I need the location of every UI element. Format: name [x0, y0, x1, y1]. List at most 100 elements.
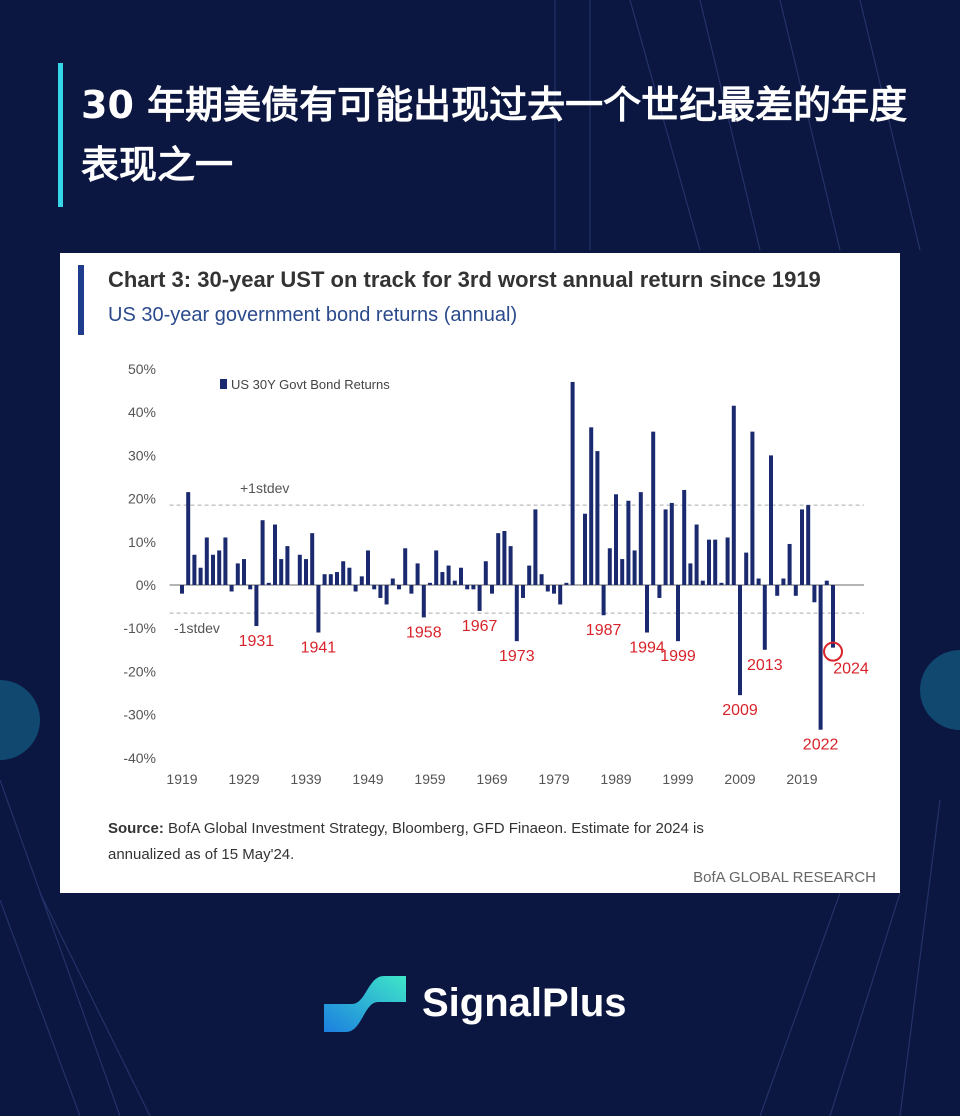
bar: [533, 509, 538, 585]
bar: [558, 585, 563, 605]
title-accent: [78, 265, 84, 335]
bar: [762, 585, 767, 650]
bar: [459, 567, 463, 585]
x-tick-label: 1949: [352, 771, 383, 787]
bar: [428, 582, 432, 585]
bar: [465, 585, 470, 590]
bar: [440, 572, 445, 585]
y-tick-label: -10%: [123, 620, 156, 636]
bar: [397, 585, 401, 590]
highlight-label: 1931: [239, 633, 275, 650]
bar: [769, 455, 773, 585]
bar: [793, 585, 798, 596]
bar: [601, 585, 606, 616]
bar: [818, 585, 823, 730]
bar: [589, 427, 594, 585]
bar: [607, 548, 612, 585]
highlight-label: 2013: [747, 657, 783, 674]
y-tick-label: 30%: [128, 447, 156, 463]
x-tick-label: 1939: [290, 771, 321, 787]
bar: [663, 509, 668, 585]
bar: [812, 585, 817, 603]
bar: [824, 580, 829, 585]
bar: [725, 537, 730, 585]
bar: [229, 585, 234, 592]
y-tick-label: -30%: [123, 707, 156, 723]
bar: [446, 565, 451, 585]
bar: [434, 550, 439, 585]
chart-subtitle: US 30-year government bond returns (annu…: [108, 304, 517, 326]
source-text: BofA Global Investment Strategy, Bloombe…: [168, 820, 704, 837]
bar: [211, 554, 215, 585]
bar: [564, 582, 569, 585]
y-tick-label: 50%: [128, 361, 156, 377]
bar: [415, 563, 420, 585]
x-tick-label: 2009: [724, 771, 755, 787]
x-tick-label: 1959: [414, 771, 445, 787]
bar: [304, 559, 308, 585]
bar: [645, 585, 649, 633]
highlight-label: 2022: [803, 737, 839, 754]
brand: SignalPlus: [322, 970, 627, 1036]
bar: [192, 554, 197, 585]
bar: [297, 554, 302, 585]
bar: [514, 585, 519, 642]
chart-title: Chart 3: 30-year UST on track for 3rd wo…: [108, 267, 821, 292]
bar: [707, 539, 711, 585]
bar: [669, 502, 674, 585]
footer: BofA GLOBAL RESEARCH: [693, 869, 876, 886]
headline: 30 年期美债有可能出现过去一个世纪最差的年度表现之一: [58, 63, 941, 207]
bar: [328, 574, 333, 585]
bar: [204, 537, 209, 585]
bar: [719, 582, 724, 585]
bar: [186, 492, 191, 585]
bar: [496, 533, 501, 585]
bar: [378, 585, 383, 598]
bar: [676, 585, 680, 642]
stdev-label: +1stdev: [240, 480, 289, 496]
bar: [632, 550, 637, 585]
bar: [223, 537, 228, 585]
legend-swatch: [220, 379, 227, 389]
x-tick-label: 2019: [786, 771, 817, 787]
bar: [800, 509, 804, 585]
x-tick-label: 1989: [600, 771, 631, 787]
bar: [359, 576, 364, 585]
bar: [421, 585, 426, 618]
bar: [217, 550, 222, 585]
bar: [744, 552, 749, 585]
bar: [353, 585, 358, 592]
bar: [341, 561, 346, 585]
source-text-cont: annualized as of 15 May'24.: [108, 846, 294, 863]
y-tick-label: 0%: [136, 577, 156, 593]
bar: [403, 548, 408, 585]
chart: Chart 3: 30-year UST on track for 3rd wo…: [78, 265, 876, 886]
bar: [775, 585, 780, 596]
brand-name: SignalPlus: [422, 980, 627, 1025]
bar: [651, 431, 656, 585]
bar: [583, 513, 587, 585]
bar: [409, 585, 414, 594]
bar: [310, 533, 315, 585]
bar: [254, 585, 259, 627]
bar: [620, 559, 625, 585]
bar: [452, 580, 457, 585]
stdev-label: -1stdev: [174, 620, 220, 636]
bar: [508, 546, 513, 585]
highlight-circle: [823, 641, 843, 662]
highlight-label: 1994: [629, 640, 665, 657]
bar: [756, 578, 761, 585]
bar: [384, 585, 389, 605]
y-tick-label: 20%: [128, 491, 156, 507]
bar: [539, 574, 544, 585]
bar: [831, 585, 835, 648]
bar: [787, 543, 792, 585]
bar: [366, 550, 370, 585]
bar: [694, 524, 699, 585]
bar: [235, 563, 240, 585]
bar: [477, 585, 482, 611]
bar: [521, 585, 525, 598]
chart-card: Chart 3: 30-year UST on track for 3rd wo…: [60, 253, 900, 893]
